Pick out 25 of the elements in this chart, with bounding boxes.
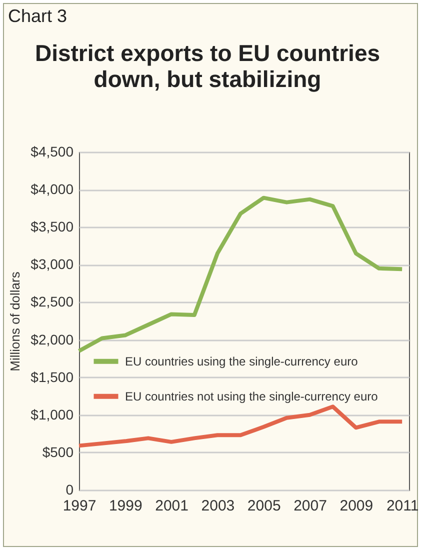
y-axis-title: Millions of dollars xyxy=(8,271,23,372)
chart-title: District exports to EU countries down, but stabilizing xyxy=(34,40,382,92)
legend-label: EU countries using the single-currency euro xyxy=(125,354,358,368)
legend-label: EU countries not using the single-currency euro xyxy=(125,389,378,404)
y-tick-label: $1,000 xyxy=(30,406,74,422)
x-tick-label: 2011 xyxy=(386,498,419,514)
y-tick-label: $1,500 xyxy=(30,368,74,385)
x-tick-label: 2005 xyxy=(247,498,281,514)
y-tick-label: $3,500 xyxy=(30,218,74,235)
x-tick-label: 1999 xyxy=(108,498,142,514)
line-series xyxy=(77,404,404,448)
y-tick-label: $2,500 xyxy=(30,294,74,310)
y-tick-label: 0 xyxy=(66,482,74,498)
y-tick-label: $4,000 xyxy=(30,181,74,198)
y-tick-label: $500 xyxy=(42,444,74,460)
y-tick-label: $2,000 xyxy=(30,331,74,348)
line-series xyxy=(77,196,404,354)
x-tick-label: 2003 xyxy=(201,498,235,514)
y-tick-label: $4,500 xyxy=(30,144,74,160)
x-tick-label: 2001 xyxy=(155,498,188,514)
x-tick-label: 2009 xyxy=(340,498,374,514)
x-tick-label: 2007 xyxy=(294,498,327,514)
y-tick-label: $3,000 xyxy=(30,256,74,272)
x-tick-label: 1997 xyxy=(62,498,96,514)
caption: Chart 3 xyxy=(8,6,68,27)
